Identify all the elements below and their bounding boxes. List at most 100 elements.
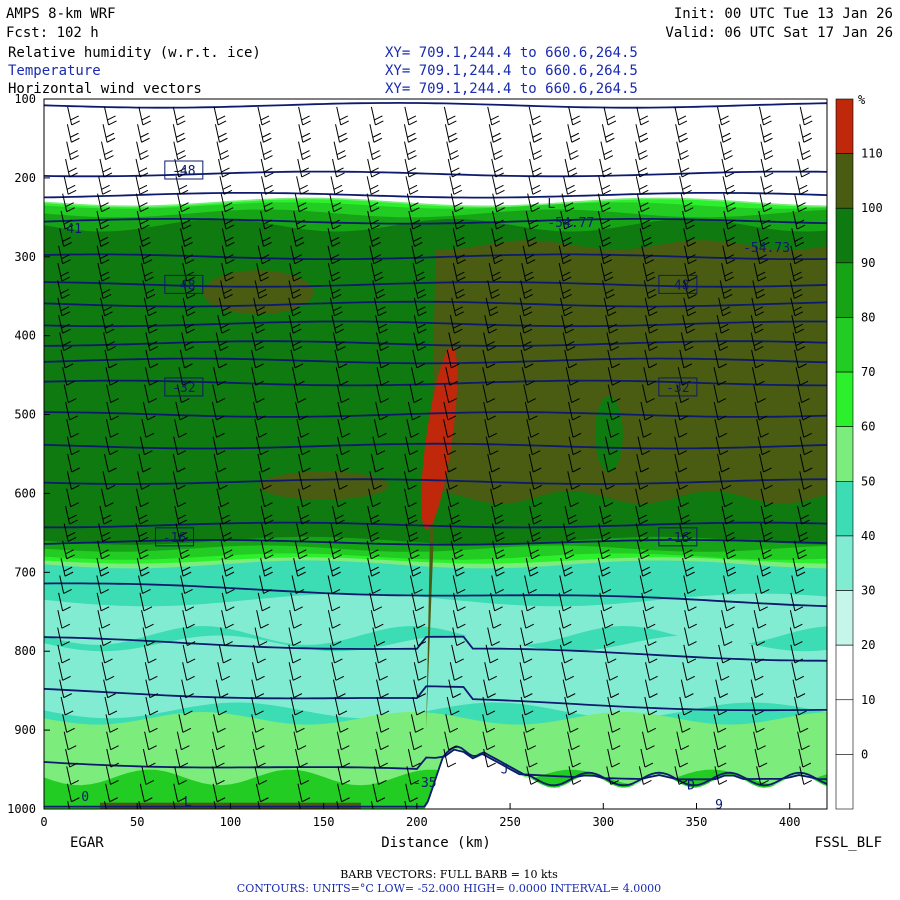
wind-barb-flag (256, 675, 265, 681)
wind-barb-flag (523, 658, 533, 664)
wind-barb-staff (212, 384, 218, 403)
wind-barb-staff (674, 106, 680, 125)
wind-barb-staff (104, 349, 110, 368)
wind-barb-flag (264, 531, 273, 537)
wind-barb-staff (103, 332, 109, 351)
wind-barb-flag (298, 554, 308, 560)
wind-barb-flag (149, 363, 159, 369)
wind-barb-flag (530, 224, 539, 230)
temperature-contour (44, 478, 827, 485)
wind-barb-flag (101, 554, 110, 560)
wind-barb-flag (408, 137, 417, 143)
wind-barb-staff (337, 748, 343, 768)
wind-barb-flag (415, 606, 425, 612)
wind-barb-flag (642, 571, 651, 577)
wind-barb-staff (797, 731, 803, 750)
wind-barb-staff (756, 228, 762, 247)
wind-barb-flag (725, 172, 735, 178)
wind-barb-staff (413, 315, 419, 334)
wind-barb-flag (335, 328, 345, 334)
wind-barb-flag (260, 450, 269, 456)
wind-barb-staff (376, 349, 382, 368)
wind-barb-flag (99, 566, 109, 572)
wind-barb-staff (598, 176, 604, 195)
wind-barb-flag (724, 502, 733, 508)
wind-barb-staff (718, 644, 724, 664)
x-tick-label: 400 (779, 815, 801, 829)
wind-barb-flag (331, 288, 341, 294)
wind-barb-flag (528, 241, 537, 247)
wind-barb-flag (408, 172, 418, 178)
wind-barb-flag (727, 571, 737, 577)
wind-barb-flag (141, 224, 150, 230)
wind-barb-staff (407, 748, 413, 768)
wind-barb-flag (225, 276, 234, 282)
wind-barb-staff (605, 315, 611, 334)
wind-barb-staff (524, 228, 530, 247)
wind-barb-staff (563, 523, 569, 542)
wind-barb-staff (443, 748, 449, 768)
wind-barb-staff (221, 228, 227, 247)
wind-barb-staff (715, 679, 721, 698)
colorbar-tick-label: 110 (861, 147, 883, 161)
wind-barb-flag (645, 259, 654, 265)
x-axis-label: Distance (km) (381, 835, 491, 851)
wind-barb-staff (525, 558, 531, 577)
colorbar-tick-label: 80 (861, 310, 875, 324)
wind-barb-flag (370, 219, 379, 225)
wind-barb-flag (688, 623, 697, 629)
wind-barb-flag (301, 132, 311, 138)
wind-barb-flag (764, 536, 773, 542)
wind-barb-staff (490, 141, 496, 160)
wind-barb-staff (406, 419, 412, 438)
wind-barb-staff (182, 280, 188, 299)
wind-barb-flag (297, 549, 307, 555)
wind-barb-flag (610, 346, 620, 351)
wind-barb-flag (726, 606, 736, 612)
wind-barb-staff (759, 471, 765, 490)
wind-barb-flag (414, 241, 423, 247)
wind-barb-flag (799, 189, 809, 195)
wind-barb-staff (719, 280, 725, 299)
wind-barb-staff (136, 141, 142, 160)
wind-barb-staff (101, 315, 107, 334)
wind-barb-staff (607, 731, 613, 750)
wind-barb-flag (572, 779, 582, 785)
wind-barb-flag (109, 380, 119, 386)
wind-barb-flag (682, 727, 691, 733)
wind-barb-staff (790, 297, 796, 316)
wind-barb-column (172, 106, 196, 809)
wind-barb-flag (106, 341, 115, 346)
contour-label: -16 (666, 531, 689, 546)
wind-barb-flag (225, 236, 234, 242)
wind-barb-staff (101, 488, 106, 507)
wind-barb-staff (597, 193, 603, 212)
wind-barb-staff (794, 540, 800, 559)
wind-barb-flag (66, 380, 75, 386)
wind-barb-flag (142, 467, 152, 473)
wind-barb-staff (375, 748, 381, 768)
wind-barb-staff (607, 367, 613, 386)
wind-barb-flag (370, 566, 379, 572)
wind-barb-flag (109, 727, 119, 733)
wind-barb-flag (219, 484, 228, 490)
wind-barb-flag (567, 189, 576, 195)
wind-barb-staff (713, 384, 719, 403)
wind-barb-column (443, 106, 466, 768)
wind-barb-staff (369, 124, 375, 143)
wind-barb-flag (638, 167, 647, 173)
wind-barb-flag (176, 115, 185, 121)
wind-barb-staff (251, 731, 257, 750)
wind-barb-flag (605, 132, 614, 138)
wind-barb-staff (57, 280, 63, 299)
wind-barb-staff (370, 610, 376, 629)
wind-barb-flag (452, 519, 461, 525)
station-left: EGAR (70, 835, 104, 851)
wind-barb-flag (144, 797, 153, 803)
wind-barb-staff (566, 141, 572, 160)
wind-barb-flag (495, 589, 504, 594)
wind-barb-staff (607, 401, 613, 421)
wind-barb-flag (108, 120, 117, 126)
wind-barb-staff (295, 401, 301, 421)
wind-barb-staff (219, 176, 225, 195)
